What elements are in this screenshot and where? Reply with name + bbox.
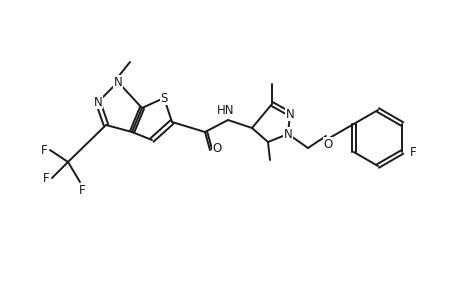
Text: F: F bbox=[78, 184, 85, 196]
Text: O: O bbox=[212, 142, 221, 154]
Text: F: F bbox=[409, 146, 416, 158]
Text: N: N bbox=[113, 76, 122, 88]
Text: O: O bbox=[323, 137, 332, 151]
Text: N: N bbox=[285, 107, 294, 121]
Text: F: F bbox=[43, 172, 49, 184]
Text: HN: HN bbox=[217, 103, 234, 116]
Text: N: N bbox=[94, 95, 102, 109]
Text: N: N bbox=[283, 128, 292, 140]
Text: F: F bbox=[40, 143, 47, 157]
Text: S: S bbox=[160, 92, 168, 104]
